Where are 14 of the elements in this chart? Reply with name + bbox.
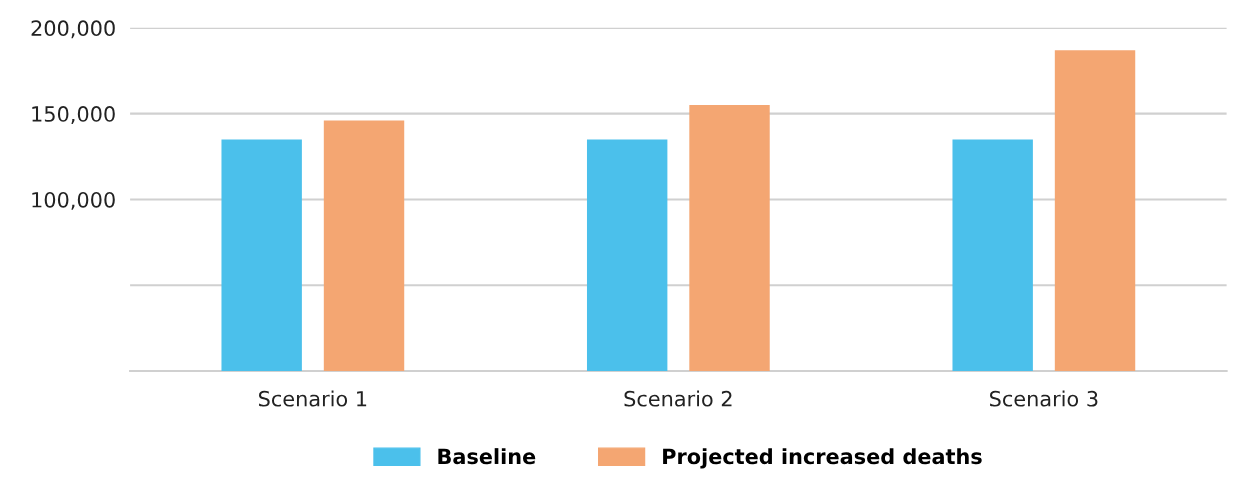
- legend-label: Baseline: [438, 448, 536, 465]
- bar: [323, 120, 405, 372]
- bar: [1054, 50, 1136, 372]
- x-tick-label: Scenario 2: [624, 390, 732, 407]
- y-tick-label: 200,000: [31, 20, 115, 39]
- y-tick-label: 100,000: [32, 191, 115, 210]
- x-tick-label: Scenario 3: [990, 390, 1098, 407]
- bar: [586, 139, 668, 372]
- bar: [689, 105, 770, 372]
- bar: [952, 139, 1033, 372]
- bar: [221, 139, 302, 372]
- y-tick-label: 150,000: [32, 106, 115, 124]
- legend-label: Projected increased deaths: [663, 448, 982, 469]
- x-tick-label: Scenario 1: [259, 390, 367, 407]
